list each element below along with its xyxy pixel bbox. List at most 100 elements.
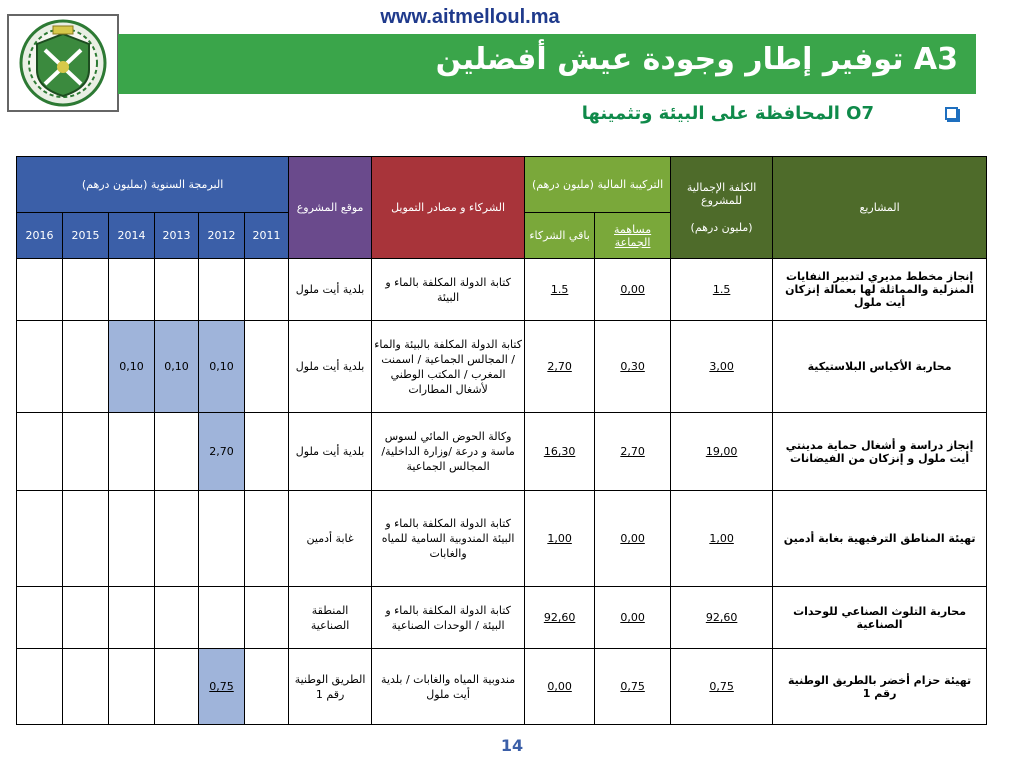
year-header-2016: 2016 [16,212,63,259]
cell-location: الطريق الوطنية رقم 1 [288,648,373,725]
year-header-2012: 2012 [198,212,245,259]
cell-2013 [154,258,199,321]
cell-2016 [16,648,63,725]
cell-location: بلدية أيت ملول [288,320,373,413]
cell-2011 [243,586,290,649]
cell-2014 [108,258,155,321]
cell-2013 [154,490,199,587]
cell-project: تهيئة حزام أخضر بالطريق الوطنية رقم 1 [772,648,988,725]
cell-total-cost: 19,00 [670,412,774,491]
page-number: 14 [500,736,524,755]
cell-2015 [62,258,109,321]
cell-location: بلدية أيت ملول [288,412,373,491]
cell-2016 [16,412,63,491]
table-row: 0,10 0,10 0,10 بلدية أيت ملول كتابة الدو… [16,320,988,413]
emblem-icon [19,19,107,107]
cell-commune-share: 2,70 [594,412,672,491]
cell-others-share: 92,60 [524,586,596,649]
cell-partners: كتابة الدولة المكلفة بالماء و البيئة [371,258,526,321]
total-cost-header-line2: (مليون درهم) [690,221,753,234]
cell-2011 [243,320,290,413]
cell-2015 [62,490,109,587]
title-banner: A3 توفير إطار وجودة عيش أفضلين [118,34,976,94]
cell-others-share: 16,30 [524,412,596,491]
cell-location: المنطقة الصناعية [288,586,373,649]
cell-2016 [16,320,63,413]
cell-2015 [62,412,109,491]
table-row: 0,75 الطريق الوطنية رقم 1 مندوبية المياه… [16,648,988,725]
cell-partners: وكالة الحوض المائي لسوس ماسة و درعة /وزا… [371,412,526,491]
cell-total-cost: 0,75 [670,648,774,725]
cell-project: محاربة الأكياس البلاستيكية [772,320,988,413]
others-share-header: باقي الشركاء [524,212,596,259]
total-cost-header-line1: الكلفة الإجمالية للمشروع [686,181,757,207]
cell-project: تهيئة المناطق الترفيهية بغابة أدمين [772,490,988,587]
commune-share-header: مساهمة الجماعة [594,212,672,259]
cell-2013 [154,412,199,491]
cell-2013: 0,10 [154,320,199,413]
website-url[interactable]: www.aitmelloul.ma [380,6,560,28]
cell-2011 [243,490,290,587]
year-header-2015: 2015 [62,212,109,259]
cell-2013 [154,648,199,725]
cell-2012 [198,490,245,587]
table-row: المنطقة الصناعية كتابة الدولة المكلفة با… [16,586,988,649]
cell-2015 [62,320,109,413]
page-title: A3 توفير إطار وجودة عيش أفضلين [435,42,958,77]
cell-others-share: 1,00 [524,490,596,587]
section-subtitle: O7 المحافظة على البيئة وتثمينها [581,103,874,124]
project-location-header: موقع المشروع [288,156,373,259]
cell-2014 [108,648,155,725]
cell-2012: 0,75 [198,648,245,725]
cell-total-cost: 1.5 [670,258,774,321]
cell-commune-share: 0,00 [594,490,672,587]
cell-2011 [243,648,290,725]
table-row: بلدية أيت ملول كتابة الدولة المكلفة بالم… [16,258,988,321]
cell-project: إنجاز مخطط مديري لتدبير النفايات المنزلي… [772,258,988,321]
cell-location: غابة أدمين [288,490,373,587]
cell-2015 [62,648,109,725]
municipality-logo [7,14,119,112]
cell-2016 [16,586,63,649]
cell-project: محاربة التلوث الصناعي للوحدات الصناعية [772,586,988,649]
table-row: 2,70 بلدية أيت ملول وكالة الحوض المائي ل… [16,412,988,491]
cell-2012: 0,10 [198,320,245,413]
commune-share-header-text: مساهمة الجماعة [614,222,652,249]
financing-header: التركيبة المالية (مليون درهم) [524,156,672,213]
cell-2014 [108,412,155,491]
cell-2013 [154,586,199,649]
cell-2016 [16,490,63,587]
cell-2014 [108,490,155,587]
projects-table: البرمجة السنوية (بمليون درهم) موقع المشر… [15,156,988,725]
cell-others-share: 1.5 [524,258,596,321]
cell-commune-share: 0,00 [594,258,672,321]
year-header-2014: 2014 [108,212,155,259]
cell-2011 [243,258,290,321]
cell-others-share: 2,70 [524,320,596,413]
total-cost-header: الكلفة الإجمالية للمشروع (مليون درهم) [670,156,774,259]
cell-partners: كتابة الدولة المكلفة بالماء و البيئة الم… [371,490,526,587]
cell-total-cost: 1,00 [670,490,774,587]
cell-partners: مندوبية المياه والغابات / بلدية أيت ملول [371,648,526,725]
cell-total-cost: 92,60 [670,586,774,649]
cell-commune-share: 0,00 [594,586,672,649]
year-header-2013: 2013 [154,212,199,259]
cell-2014 [108,586,155,649]
cell-2012: 2,70 [198,412,245,491]
cell-2016 [16,258,63,321]
cell-2011 [243,412,290,491]
cell-commune-share: 0,30 [594,320,672,413]
cell-partners: كتابة الدولة المكلفة بالبيئة والماء / ال… [371,320,526,413]
cell-project: إنجاز دراسة و أشغال حماية مدينتي أيت ملو… [772,412,988,491]
cell-2012 [198,258,245,321]
cell-commune-share: 0,75 [594,648,672,725]
checkbox-bullet-icon [945,107,958,120]
cell-partners: كتابة الدولة المكلفة بالماء و البيئة / ا… [371,586,526,649]
year-header-2011: 2011 [243,212,290,259]
table-row: غابة أدمين كتابة الدولة المكلفة بالماء و… [16,490,988,587]
cell-2014: 0,10 [108,320,155,413]
projects-header: المشاريع [772,156,988,259]
partners-header: الشركاء و مصادر التمويل [371,156,526,259]
cell-2015 [62,586,109,649]
annual-programming-header: البرمجة السنوية (بمليون درهم) [15,156,290,213]
